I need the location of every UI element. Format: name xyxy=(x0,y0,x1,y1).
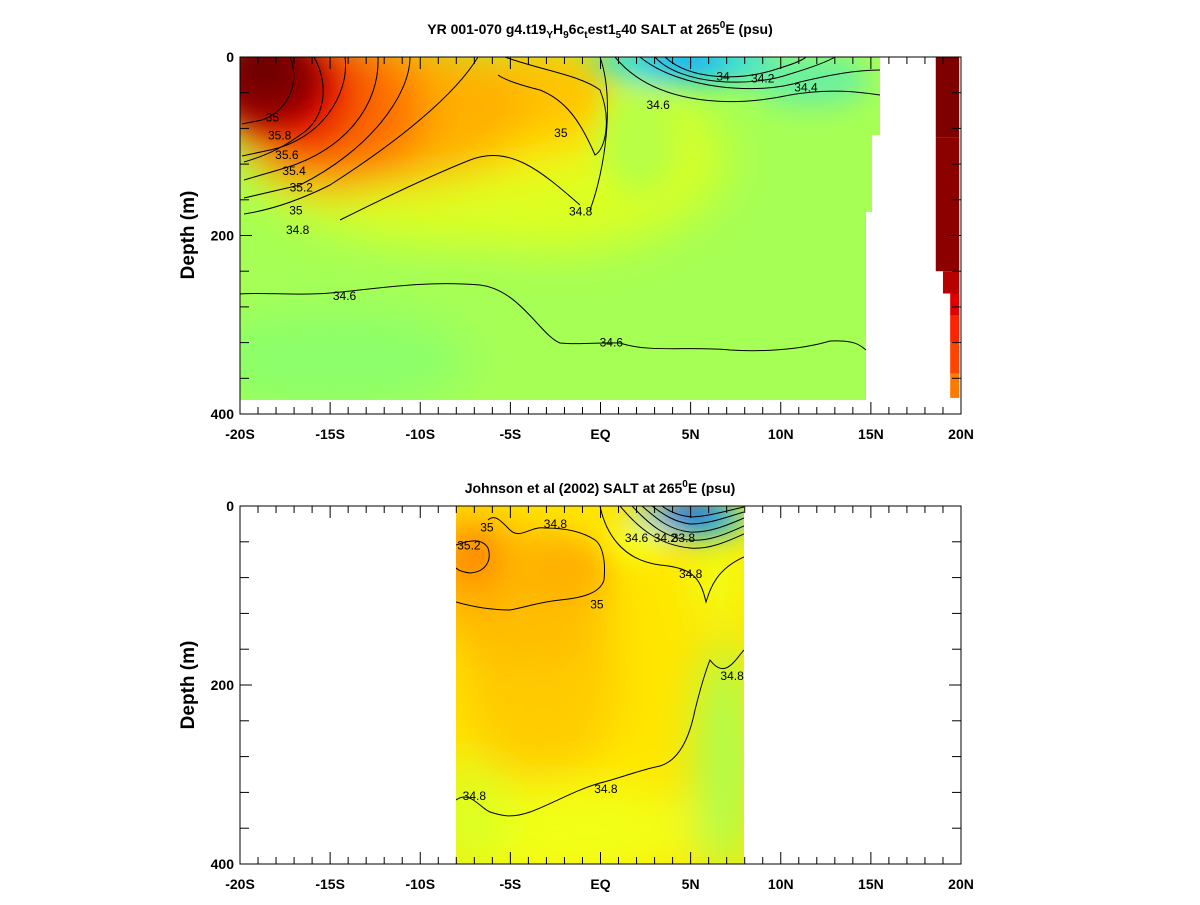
contour-label: 35 xyxy=(554,126,568,140)
x-tick-label: -10S xyxy=(405,426,435,442)
johnson-axes: -20S -15S -10S -5S EQ 5N 10N 15N 20N 0 200 400 xyxy=(211,498,974,892)
x-tick-label: 10N xyxy=(768,876,794,892)
x-tick-label: -20S xyxy=(225,426,255,442)
model-salinity-strip xyxy=(935,57,960,398)
contour-label: 35 xyxy=(266,111,280,125)
x-tick-label: 5N xyxy=(682,426,700,442)
contour-label: 35 xyxy=(289,204,303,218)
contour-label: 34.4 xyxy=(794,80,818,94)
contour-34 xyxy=(664,57,807,78)
contour-34.8-right xyxy=(589,57,608,211)
y-tick-label: 400 xyxy=(211,856,235,872)
johnson-contour-labels: 35 35.2 34.8 34.6 34.233.8 34.8 35 34.8 34.8 34.8 xyxy=(457,517,744,803)
model-salinity-panel: YR 001-070 g4.t19YH96ctest1540 SALT at 2… xyxy=(178,20,974,442)
contour-35-left xyxy=(243,57,479,215)
x-tick-label: -5S xyxy=(499,876,521,892)
panel2-ylabel: Depth (m) xyxy=(178,641,199,730)
contour-label: 34.6 xyxy=(600,336,624,350)
contour-35.6 xyxy=(241,57,347,157)
x-tick-label: EQ xyxy=(590,876,610,892)
x-tick-label: 15N xyxy=(858,876,884,892)
contour-label: 34 xyxy=(716,70,730,84)
contour-35.2 xyxy=(243,57,411,199)
strip-segment xyxy=(950,315,960,343)
y-tick-label: 400 xyxy=(211,406,235,422)
x-tick-label: -15S xyxy=(315,426,345,442)
contour-35-right xyxy=(497,57,607,156)
strip-segment xyxy=(935,57,960,138)
x-tick-label: -20S xyxy=(225,876,255,892)
strip-segment xyxy=(942,271,960,294)
contour-34.8-b-bend xyxy=(599,506,744,604)
contour-34.4 xyxy=(639,57,881,90)
y-tick-label: 200 xyxy=(211,228,235,244)
contour-label: 35.8 xyxy=(268,129,292,143)
strip-segment xyxy=(950,293,960,316)
model-contours xyxy=(240,57,881,352)
contour-label: 34.8 xyxy=(544,517,568,531)
contour-33.8-b xyxy=(661,506,744,518)
contour-34.6-upper xyxy=(614,57,881,103)
contour-label: 34.8 xyxy=(569,204,593,218)
contour-label: 35.2 xyxy=(457,538,481,552)
contour-label: 35 xyxy=(480,520,494,534)
x-tick-label: 15N xyxy=(858,426,884,442)
y-tick-label: 200 xyxy=(211,677,235,693)
contour-label: 34.6 xyxy=(625,531,649,545)
contour-34.4-b xyxy=(631,506,744,541)
y-tick-label: 0 xyxy=(226,498,234,514)
contour-35.8 xyxy=(241,57,295,125)
contour-label: 35.6 xyxy=(275,148,299,162)
x-tick-label: -15S xyxy=(315,876,345,892)
contour-35-b xyxy=(456,517,605,611)
contour-label: 34.8 xyxy=(720,669,744,683)
contour-label: 34.8 xyxy=(463,789,487,803)
contour-label: 35 xyxy=(590,597,604,611)
contour-34.2 xyxy=(654,57,836,83)
contour-35.4 xyxy=(243,57,379,181)
x-tick-label: -5S xyxy=(499,426,521,442)
contour-label: 34.6 xyxy=(647,98,671,112)
contour-label: 34.8 xyxy=(594,782,618,796)
johnson-heatmap xyxy=(456,506,744,864)
model-contour-labels: 35 35.8 35.6 35.4 35.2 35 34.8 34.6 35 34.8 34.6 34… xyxy=(266,70,818,350)
x-tick-label: 20N xyxy=(948,876,974,892)
contour-34.6-lower-left xyxy=(240,283,867,352)
x-tick-label: -10S xyxy=(405,876,435,892)
contour-label: 34.2 xyxy=(751,71,775,85)
contour-35-top-shell xyxy=(243,57,324,163)
strip-segment xyxy=(935,137,960,272)
contour-label: 35.4 xyxy=(282,164,306,178)
strip-segment xyxy=(950,342,960,374)
contour-label: 34.8 xyxy=(286,223,310,237)
panel1-title: YR 001-070 g4.t19YH96ctest1540 SALT at 2… xyxy=(427,20,773,41)
contour-34-b xyxy=(651,506,744,525)
contour-34.6-b xyxy=(619,506,744,549)
contour-35.2-b xyxy=(456,540,490,574)
panel1-ylabel: Depth (m) xyxy=(178,191,199,280)
contour-label: 34.2 xyxy=(654,531,678,545)
contour-label: 34.6 xyxy=(333,289,357,303)
x-tick-label: EQ xyxy=(590,426,610,442)
y-tick-label: 0 xyxy=(226,49,234,65)
contour-34.8-left xyxy=(339,155,581,221)
contour-34.2-b xyxy=(641,506,744,533)
x-tick-label: 20N xyxy=(948,426,974,442)
contour-label: 35.2 xyxy=(290,180,314,194)
x-tick-label: 5N xyxy=(682,876,700,892)
johnson-salinity-panel: Johnson et al (2002) SALT at 2650E (psu) xyxy=(178,479,974,892)
panel2-title: Johnson et al (2002) SALT at 2650E (psu) xyxy=(465,479,736,496)
contour-label: 33.8 xyxy=(672,531,696,545)
strip-segment xyxy=(950,373,960,398)
x-tick-label: 10N xyxy=(768,426,794,442)
contour-34.8-b-deep xyxy=(456,649,744,817)
model-axes: -20S -15S -10S -5S EQ 5N 10N 15N 20N 0 200 400 xyxy=(211,49,974,442)
contour-label: 34.8 xyxy=(679,567,703,581)
johnson-contours xyxy=(456,506,744,817)
